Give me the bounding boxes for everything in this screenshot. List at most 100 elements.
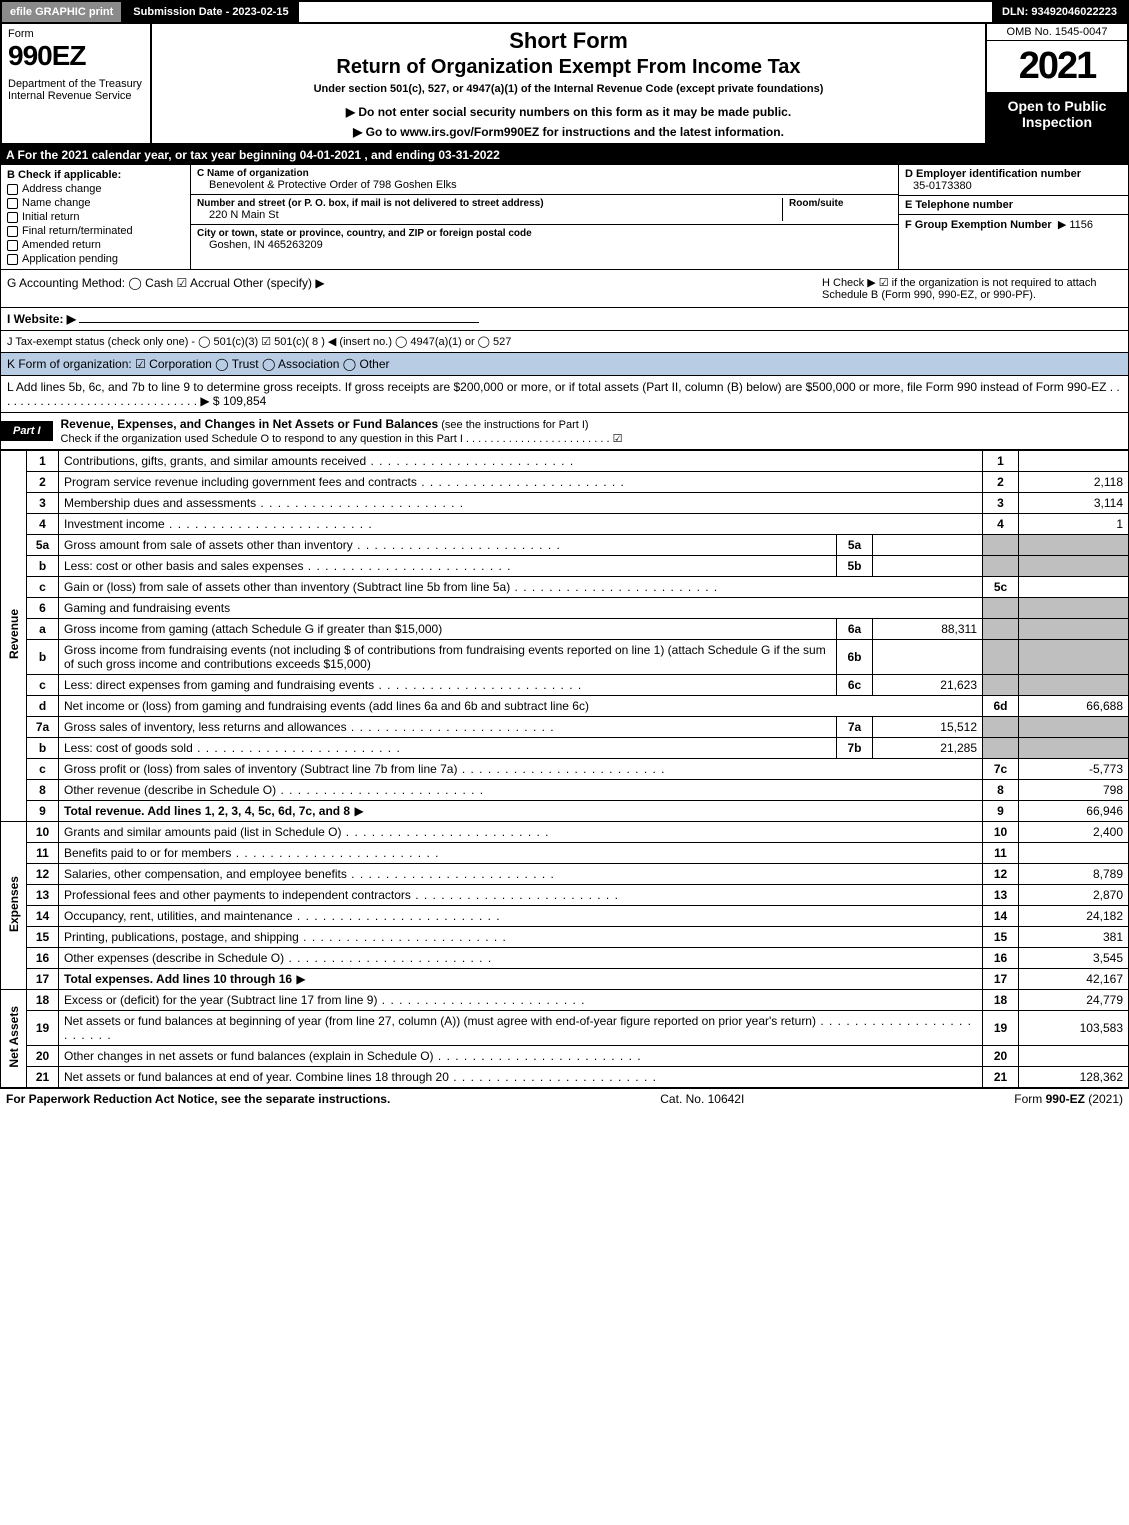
- expenses-section-label: Expenses: [1, 822, 27, 990]
- shade: [1019, 619, 1129, 640]
- shade: [983, 556, 1019, 577]
- inner-ref: 5a: [837, 535, 873, 556]
- line-val: 3,114: [1019, 493, 1129, 514]
- chk-application-pending[interactable]: Application pending: [7, 253, 184, 265]
- ein-label: D Employer identification number: [905, 168, 1081, 180]
- ssn-note: ▶ Do not enter social security numbers o…: [160, 105, 977, 119]
- shade: [983, 717, 1019, 738]
- line-ref: 2: [983, 472, 1019, 493]
- line-desc: Other expenses (describe in Schedule O): [64, 951, 492, 965]
- line-6d: d Net income or (loss) from gaming and f…: [1, 696, 1129, 717]
- line-num: 9: [27, 801, 59, 822]
- line-desc: Less: cost or other basis and sales expe…: [64, 559, 512, 573]
- line-desc: Gaming and fundraising events: [59, 598, 983, 619]
- part-i-title: Revenue, Expenses, and Changes in Net As…: [53, 413, 1128, 449]
- inner-val: [873, 535, 983, 556]
- line-val: 1: [1019, 514, 1129, 535]
- shade: [1019, 640, 1129, 675]
- line-desc: Gross income from fundraising events (no…: [59, 640, 837, 675]
- line-num: 3: [27, 493, 59, 514]
- shade: [983, 675, 1019, 696]
- line-val: 66,946: [1019, 801, 1129, 822]
- line-num: 2: [27, 472, 59, 493]
- line-val: 42,167: [1019, 969, 1129, 990]
- org-name-cell: C Name of organization Benevolent & Prot…: [191, 165, 898, 195]
- line-num: c: [27, 675, 59, 696]
- line-desc: Gross sales of inventory, less returns a…: [64, 720, 555, 734]
- chk-label: Initial return: [22, 211, 79, 223]
- revenue-section-label: Revenue: [1, 451, 27, 822]
- chk-final-return[interactable]: Final return/terminated: [7, 225, 184, 237]
- phone-label: E Telephone number: [905, 199, 1013, 211]
- chk-amended-return[interactable]: Amended return: [7, 239, 184, 251]
- line-9: 9 Total revenue. Add lines 1, 2, 3, 4, 5…: [1, 801, 1129, 822]
- line-desc: Printing, publications, postage, and shi…: [64, 930, 507, 944]
- form-number: 990EZ: [8, 40, 144, 72]
- line-desc: Membership dues and assessments: [64, 496, 464, 510]
- chk-address-change[interactable]: Address change: [7, 183, 184, 195]
- city-label: City or town, state or province, country…: [197, 228, 892, 239]
- line-6b: b Gross income from fundraising events (…: [1, 640, 1129, 675]
- line-18: Net Assets 18 Excess or (deficit) for th…: [1, 990, 1129, 1011]
- section-b-title: B Check if applicable:: [7, 169, 184, 181]
- line-num: d: [27, 696, 59, 717]
- line-ref: 17: [983, 969, 1019, 990]
- line-num: 5a: [27, 535, 59, 556]
- inner-ref: 5b: [837, 556, 873, 577]
- tax-year: 2021: [987, 41, 1127, 92]
- line-val: 381: [1019, 927, 1129, 948]
- line-2: 2 Program service revenue including gove…: [1, 472, 1129, 493]
- line-ref: 13: [983, 885, 1019, 906]
- line-ref: 21: [983, 1067, 1019, 1088]
- section-c: C Name of organization Benevolent & Prot…: [191, 165, 898, 269]
- row-i-website: I Website: ▶: [0, 308, 1129, 331]
- line-ref: 8: [983, 780, 1019, 801]
- chk-label: Application pending: [22, 253, 118, 265]
- line-num: c: [27, 759, 59, 780]
- inner-val: 21,285: [873, 738, 983, 759]
- line-7b: b Less: cost of goods sold 7b 21,285: [1, 738, 1129, 759]
- row-l-gross-receipts: L Add lines 5b, 6c, and 7b to line 9 to …: [0, 376, 1129, 413]
- part-i-header: Part I Revenue, Expenses, and Changes in…: [0, 413, 1129, 450]
- line-5b: b Less: cost or other basis and sales ex…: [1, 556, 1129, 577]
- shade: [983, 738, 1019, 759]
- line-desc: Professional fees and other payments to …: [64, 888, 619, 902]
- submission-date: Submission Date - 2023-02-15: [123, 2, 298, 22]
- line-13: 13 Professional fees and other payments …: [1, 885, 1129, 906]
- shade: [1019, 535, 1129, 556]
- chk-name-change[interactable]: Name change: [7, 197, 184, 209]
- efile-print-button[interactable]: efile GRAPHIC print: [2, 2, 123, 22]
- shade: [1019, 738, 1129, 759]
- city-cell: City or town, state or province, country…: [191, 225, 898, 254]
- return-title: Return of Organization Exempt From Incom…: [160, 56, 977, 79]
- line-5c: c Gain or (loss) from sale of assets oth…: [1, 577, 1129, 598]
- line-ref: 1: [983, 451, 1019, 472]
- line-20: 20 Other changes in net assets or fund b…: [1, 1046, 1129, 1067]
- line-desc: Gross profit or (loss) from sales of inv…: [64, 762, 666, 776]
- line-desc: Excess or (deficit) for the year (Subtra…: [64, 993, 585, 1007]
- inner-val: 21,623: [873, 675, 983, 696]
- line-desc: Benefits paid to or for members: [64, 846, 439, 860]
- row-g-h: G Accounting Method: ◯ Cash ☑ Accrual Ot…: [0, 270, 1129, 308]
- chk-initial-return[interactable]: Initial return: [7, 211, 184, 223]
- line-16: 16 Other expenses (describe in Schedule …: [1, 948, 1129, 969]
- line-num: 20: [27, 1046, 59, 1067]
- section-e: E Telephone number: [899, 196, 1128, 215]
- inner-ref: 6c: [837, 675, 873, 696]
- line-num: 1: [27, 451, 59, 472]
- line-val: 2,400: [1019, 822, 1129, 843]
- line-desc: Total expenses. Add lines 10 through 16: [64, 972, 292, 986]
- line-num: 21: [27, 1067, 59, 1088]
- line-ref: 11: [983, 843, 1019, 864]
- line-num: 19: [27, 1011, 59, 1046]
- line-val: 798: [1019, 780, 1129, 801]
- line-ref: 14: [983, 906, 1019, 927]
- line-1: Revenue 1 Contributions, gifts, grants, …: [1, 451, 1129, 472]
- line-desc: Net assets or fund balances at end of ye…: [64, 1070, 657, 1084]
- line-desc: Net income or (loss) from gaming and fun…: [59, 696, 983, 717]
- room-label: Room/suite: [789, 198, 892, 209]
- line-val: -5,773: [1019, 759, 1129, 780]
- inner-ref: 7b: [837, 738, 873, 759]
- line-desc: Investment income: [64, 517, 373, 531]
- section-def: D Employer identification number 35-0173…: [898, 165, 1128, 269]
